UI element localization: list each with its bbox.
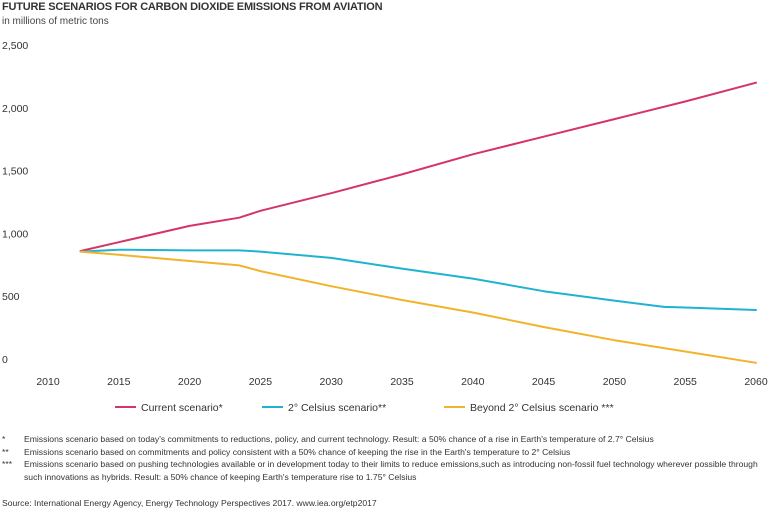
y-axis-ticks: 0 500 1,000 1,500 2,000 2,500 [2,40,28,366]
x-tick-label: 2015 [107,376,131,388]
series-line [79,81,757,252]
x-tick-label: 2050 [603,376,627,388]
legend: Current scenario* 2° Celsius scenario** Be… [115,402,614,414]
y-tick-label: 500 [2,291,20,303]
footnote-mark: ** [2,446,9,457]
source-note: Source: International Energy Agency, Ene… [2,498,377,508]
x-tick-label: 2035 [390,376,414,388]
footnote-mark: * [2,434,6,444]
x-tick-label: 2040 [461,376,485,388]
footnote-mark: *** [2,459,13,470]
footnote-text: Emissions scenario based on pushing tech… [24,459,758,482]
footnote: *** Emissions scenario based on pushing … [2,458,766,483]
chart-title: FUTURE SCENARIOS FOR CARBON DIOXIDE EMIS… [2,1,383,13]
series-lines [79,81,757,364]
footnote: * Emissions scenario based on today's co… [2,433,766,446]
legend-label: Current scenario* [141,402,223,414]
y-tick-label: 1,500 [2,166,28,178]
legend-label: Beyond 2° Celsius scenario *** [470,402,614,414]
x-axis-ticks: 2010 2015 2020 2025 2030 2035 2040 2045 2050 2055… [36,376,768,388]
chart-subtitle: in millions of metric tons [2,16,109,27]
x-tick-label: 2025 [249,376,273,388]
line-chart: 0 500 1,000 1,500 2,000 2,500 2010 2015 2020 202… [2,40,768,414]
x-tick-label: 2010 [36,376,60,388]
x-tick-label: 2055 [674,376,698,388]
footnote-text: Emissions scenario based on today's comm… [24,434,654,444]
footnote: ** Emissions scenario based on commitmen… [2,446,766,459]
x-tick-label: 2045 [532,376,556,388]
y-tick-label: 0 [2,354,8,366]
series-line [79,250,757,364]
footnotes: * Emissions scenario based on today's co… [2,433,766,483]
footnote-text: Emissions scenario based on commitments … [24,446,571,457]
legend-label: 2° Celsius scenario** [288,402,386,414]
x-tick-label: 2060 [744,376,768,388]
y-tick-label: 2,500 [2,40,28,52]
x-tick-label: 2030 [320,376,344,388]
y-tick-label: 2,000 [2,103,28,115]
x-tick-label: 2020 [178,376,202,388]
series-line [79,248,757,311]
y-tick-label: 1,000 [2,228,28,240]
